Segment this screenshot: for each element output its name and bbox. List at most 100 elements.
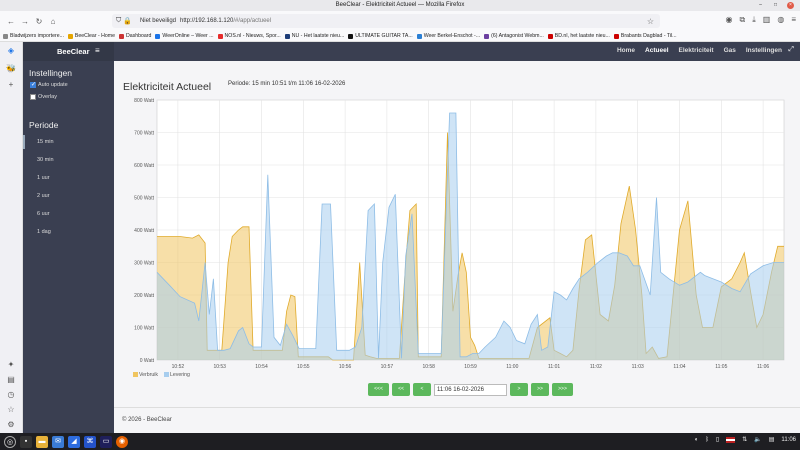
extensions-icon[interactable]: ⧉ — [739, 15, 746, 24]
url-text[interactable]: http://192.168.1.120/#/app/actueel — [180, 18, 271, 24]
monitor-icon[interactable]: ▭ — [100, 435, 112, 448]
date-input[interactable]: 11:06 16-02-2026 — [434, 383, 507, 396]
period-15min[interactable]: 15 min — [37, 139, 54, 145]
pocket-icon[interactable]: ◉ — [725, 15, 733, 24]
sidebar-settings-icon[interactable]: ⚙ — [7, 420, 15, 429]
network-icon[interactable]: ⇅ — [742, 437, 748, 443]
chart-container: 0 Watt 100 Watt 200 Watt 300 Watt 400 Watt 50… — [114, 96, 800, 386]
fullscreen-icon[interactable]: ⤢ — [788, 46, 794, 53]
app-menu-icon[interactable]: ≡ — [791, 15, 796, 24]
sidebar-history-icon[interactable]: ◷ — [7, 390, 15, 399]
back-icon[interactable]: ← — [7, 16, 15, 26]
security-label[interactable]: Niet beveiligd — [139, 18, 176, 24]
period-6uur[interactable]: 6 uur — [37, 211, 50, 217]
bookmark-item[interactable]: WeerOnline – Weer ... — [155, 33, 214, 39]
nav-elektriciteit[interactable]: Elektriciteit — [678, 47, 714, 54]
url-host: http://192.168.1.120 — [180, 18, 234, 24]
bookmark-favicon-icon — [119, 33, 124, 39]
legend-levering-label: Levering — [170, 372, 190, 378]
vscode-icon[interactable]: ⌘ — [84, 435, 96, 448]
x-tick-label: 11:06 — [757, 364, 769, 370]
home-icon[interactable]: ⌂ — [50, 16, 56, 26]
prev-button[interactable]: < — [413, 383, 431, 396]
account-icon[interactable]: ◍ — [777, 15, 785, 24]
forward-icon[interactable]: → — [21, 16, 29, 26]
prev-big-button[interactable]: << — [392, 383, 410, 396]
sidebar-beeclear-icon[interactable]: 🐝 — [6, 64, 16, 73]
active-period-indicator — [23, 135, 25, 149]
auto-update-box[interactable] — [30, 81, 36, 88]
bookmark-item[interactable]: Brabants Dagblad - Til... — [613, 33, 677, 39]
nav-home[interactable]: Home — [616, 47, 636, 54]
x-tick-label: 10:53 — [213, 364, 226, 370]
auto-update-checkbox[interactable]: Auto update — [30, 81, 68, 88]
hamburger-icon[interactable]: ≡ — [95, 46, 100, 55]
display-icon[interactable]: ▯ — [715, 437, 720, 443]
bookmark-item[interactable]: (6) Antagonist Webm... — [484, 33, 544, 39]
bookmark-item[interactable]: Weer Berkel-Enschot -... — [416, 33, 480, 39]
period-30min[interactable]: 30 min — [37, 157, 54, 163]
clipboard-icon[interactable]: ▤ — [768, 437, 775, 443]
period-1dag[interactable]: 1 dag — [37, 229, 51, 235]
bookmark-item[interactable]: NOS.nl - Nieuws, Spor... — [217, 33, 281, 39]
bookmark-favicon-icon — [613, 33, 619, 39]
bookmark-item[interactable]: Dashboard — [119, 33, 151, 39]
brand-logo[interactable]: BeeClear — [57, 47, 90, 56]
downloads-icon[interactable]: ⤓ — [752, 15, 756, 24]
next-big-button[interactable]: >> — [531, 383, 549, 396]
period-2uur[interactable]: 2 uur — [37, 193, 50, 199]
page-info-icon[interactable]: ⛉ — [116, 17, 122, 24]
bookmark-item[interactable]: NU - Het laatste nieu... — [284, 33, 344, 39]
bluetooth-icon[interactable]: ᛒ — [705, 436, 709, 443]
tracking-icon[interactable]: 🔒 — [123, 18, 132, 25]
nav-gas[interactable]: Gas — [723, 47, 736, 54]
library-icon[interactable]: ▥ — [762, 15, 771, 24]
nav-actueel[interactable]: Actueel — [645, 47, 669, 54]
volume-icon[interactable]: 🔈 — [754, 437, 762, 443]
overlay-checkbox[interactable]: Overlay — [30, 94, 57, 100]
series-area-levering — [157, 113, 784, 360]
legend-levering[interactable]: Levering — [164, 372, 190, 378]
terminal-icon[interactable]: ▪ — [20, 435, 32, 448]
overlay-label: Overlay — [38, 94, 57, 100]
language-flag-icon[interactable] — [726, 436, 736, 443]
start-menu-icon[interactable]: ◎ — [4, 435, 16, 448]
url-bar[interactable]: ⛉ 🔒 Niet beveiligd http://192.168.1.120/… — [112, 14, 660, 28]
overlay-box[interactable] — [30, 94, 36, 100]
last-button[interactable]: >>> — [552, 383, 573, 396]
sidebar-tabs-icon[interactable]: ▤ — [7, 375, 15, 384]
window-title: BeeClear - Elektriciteit Actueel — Mozil… — [335, 2, 465, 8]
taskbar-clock[interactable]: 11:06 — [781, 436, 796, 443]
reload-icon[interactable]: ↻ — [35, 16, 43, 26]
sidebar-bookmarks-icon[interactable]: ☆ — [7, 405, 15, 414]
bookmark-item[interactable]: ULTIMATE GUITAR TA... — [348, 33, 413, 39]
bookmark-item[interactable]: Bladwijzers importere... — [3, 33, 64, 39]
series-line-levering — [156, 112, 784, 359]
system-tray: ◐ ᛒ ▯ ⇅ 🔈 ▤ 11:06 — [695, 436, 796, 443]
bookmark-item[interactable]: BeeClear - Home — [67, 33, 115, 39]
sidebar-add-icon[interactable]: + — [8, 80, 14, 89]
first-button[interactable]: <<< — [368, 383, 389, 396]
bookmark-favicon-icon — [217, 33, 223, 39]
brand-row: BeeClear ≡ — [23, 42, 114, 61]
steam-icon[interactable]: ◐ — [694, 436, 699, 443]
legend-verbruik[interactable]: Verbruik — [133, 372, 158, 378]
period-1uur[interactable]: 1 uur — [37, 175, 50, 181]
legend-levering-swatch — [164, 372, 170, 378]
y-tick-label: 100 Watt — [134, 326, 154, 332]
files-icon[interactable]: ▬ — [36, 435, 48, 448]
nav-instellingen[interactable]: Instellingen — [745, 47, 782, 54]
y-tick-label: 400 Watt — [134, 228, 154, 234]
maximize-icon[interactable]: □ — [773, 2, 778, 8]
close-icon[interactable]: × — [787, 2, 794, 9]
y-tick-label: 300 Watt — [134, 261, 154, 267]
firefox-icon[interactable]: ◉ — [116, 435, 128, 448]
bookmark-item[interactable]: BD.nl, het laatste nieu... — [547, 33, 610, 39]
browser-alt-icon[interactable]: ◢ — [68, 435, 80, 448]
minimize-icon[interactable]: – — [759, 2, 762, 8]
mail-icon[interactable]: ✉ — [52, 435, 64, 448]
sidebar-app-icon[interactable]: ◈ — [7, 46, 15, 55]
next-button[interactable]: > — [510, 383, 528, 396]
sidebar-ai-icon[interactable]: ✦ — [7, 360, 15, 369]
bookmark-star-icon[interactable]: ☆ — [646, 16, 654, 26]
